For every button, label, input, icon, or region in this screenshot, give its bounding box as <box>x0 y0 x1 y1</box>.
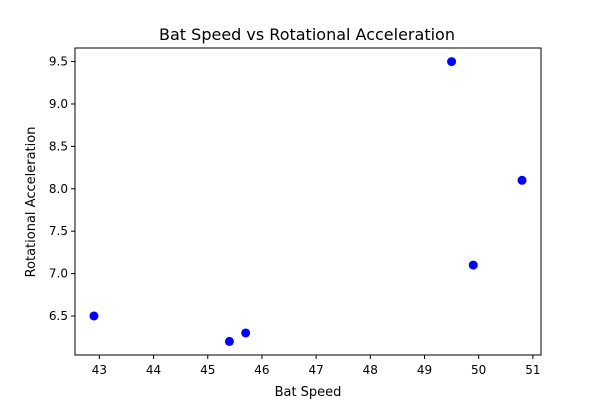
x-axis-label: Bat Speed <box>275 385 342 400</box>
y-tick-label: 9.5 <box>49 55 68 69</box>
x-tick-label: 47 <box>308 363 323 377</box>
data-points <box>89 57 527 346</box>
y-axis-ticks: 6.5 7.0 7.5 8.0 8.5 9.0 9.5 <box>49 55 75 323</box>
x-tick-label: 48 <box>363 363 378 377</box>
y-tick-label: 9.0 <box>49 97 68 111</box>
data-point <box>468 260 478 270</box>
data-point <box>241 328 251 338</box>
x-tick-label: 49 <box>417 363 432 377</box>
data-point <box>517 175 527 185</box>
x-tick-label: 50 <box>471 363 486 377</box>
y-axis-label: Rotational Acceleration <box>24 127 39 278</box>
y-tick-label: 7.5 <box>49 224 68 238</box>
x-tick-label: 46 <box>254 363 269 377</box>
data-point <box>447 57 457 67</box>
y-tick-label: 8.0 <box>49 182 68 196</box>
data-point <box>224 336 234 346</box>
x-tick-label: 51 <box>525 363 540 377</box>
data-point <box>89 311 99 321</box>
x-tick-label: 43 <box>92 363 107 377</box>
x-tick-label: 45 <box>200 363 215 377</box>
y-tick-label: 7.0 <box>49 267 68 281</box>
chart-title: Bat Speed vs Rotational Acceleration <box>159 25 455 44</box>
x-tick-label: 44 <box>146 363 161 377</box>
y-tick-label: 8.5 <box>49 139 68 153</box>
x-axis-ticks: 43 44 45 46 47 48 49 50 51 <box>92 355 541 377</box>
y-tick-label: 6.5 <box>49 309 68 323</box>
plot-area-frame <box>74 47 542 356</box>
